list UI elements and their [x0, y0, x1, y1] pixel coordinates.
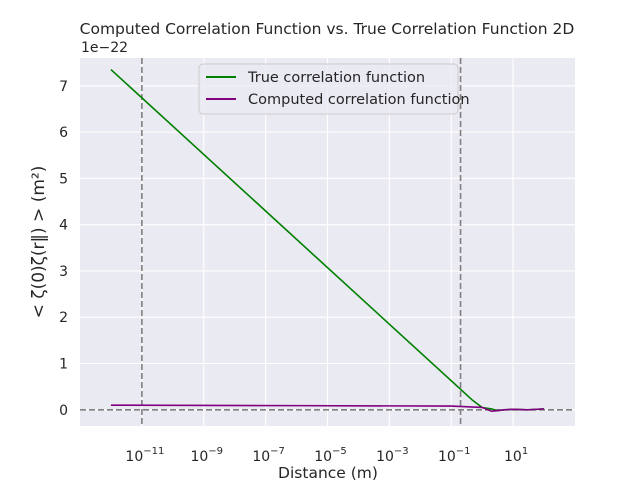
x-tick-label-5: 10−1 [438, 446, 471, 465]
y-tick-label-0: 0 [59, 403, 68, 419]
x-tick-label-4: 10−3 [376, 446, 409, 465]
x-tick-label-6: 101 [504, 446, 528, 465]
y-multiplier-label: 1e−22 [81, 40, 128, 56]
x-tick-label-1: 10−9 [190, 446, 223, 465]
reference-lines [80, 58, 575, 426]
y-tick-label-5: 5 [59, 171, 68, 187]
series-line-1 [110, 404, 545, 412]
y-tick-label-2: 2 [59, 310, 68, 326]
y-tick-label-3: 3 [59, 264, 68, 280]
x-tick-labels: 10−11 10−9 10−7 10−5 10−3 10−1 101 [125, 446, 528, 465]
legend-label-true: True correlation function [247, 70, 425, 86]
y-tick-labels: 0 1 2 3 4 5 6 7 [59, 79, 68, 419]
y-tick-label-1: 1 [59, 357, 68, 373]
series-lines [110, 68, 545, 412]
legend-label-computed: Computed correlation function [248, 92, 470, 108]
legend-box [198, 63, 459, 115]
y-tick-label-7: 7 [59, 79, 68, 95]
x-tick-label-2: 10−7 [252, 446, 285, 465]
chart-title: Computed Correlation Function vs. True C… [80, 20, 575, 38]
y-tick-label-6: 6 [59, 125, 68, 141]
legend: True correlation function Computed corre… [198, 63, 470, 115]
y-axis-label: < ζ(0)ζ(r‖) > (m²) [29, 166, 49, 319]
y-tick-label-4: 4 [59, 218, 68, 234]
x-axis-label: Distance (m) [278, 464, 378, 480]
x-tick-label-0: 10−11 [125, 446, 164, 465]
x-tick-label-3: 10−5 [314, 446, 347, 465]
